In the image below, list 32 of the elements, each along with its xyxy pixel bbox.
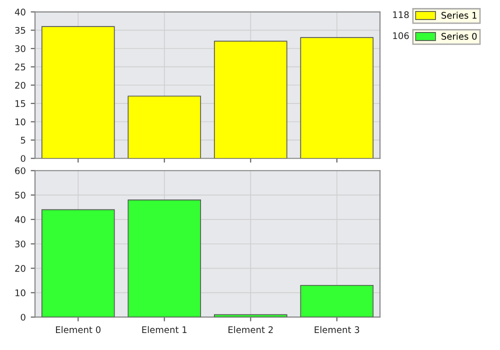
y-tick-label: 60 — [15, 167, 26, 174]
y-tick-label: 35 — [15, 26, 26, 34]
bar — [128, 200, 202, 318]
bar — [41, 26, 115, 158]
y-tick-label: 30 — [15, 240, 26, 248]
y-tick-label: 5 — [20, 136, 26, 144]
y-tick-label: 40 — [14, 216, 26, 224]
bar — [300, 37, 374, 158]
y-tick-label: 0 — [20, 314, 26, 321]
text: 118 — [393, 11, 409, 18]
bar — [214, 314, 288, 318]
y-tick-label: 50 — [15, 192, 26, 199]
y-tick-label: 10 — [15, 289, 26, 296]
bar — [300, 284, 374, 318]
x-tick-label: Element 0 — [56, 326, 101, 334]
text: Series 0 — [442, 32, 477, 40]
bar — [214, 40, 288, 158]
bar — [41, 209, 115, 318]
text: 106 — [393, 32, 409, 40]
y-tick-label: 15 — [15, 100, 26, 108]
y-tick-label: 25 — [15, 64, 26, 70]
legend-label: Series 1 — [442, 12, 476, 19]
y-tick-label: 10 — [15, 118, 26, 126]
y-tick-label: 20 — [15, 82, 26, 89]
x-tick-label: Element 2 — [228, 326, 273, 334]
y-tick-label: 20 — [15, 265, 26, 272]
y-tick-label: 0 — [20, 155, 26, 162]
y-tick-label: 30 — [15, 45, 26, 52]
x-tick-label: Element 1 — [142, 326, 187, 334]
y-tick-label: 40 — [14, 8, 26, 16]
x-tick-label: Element 3 — [314, 326, 360, 334]
bar — [128, 96, 202, 158]
